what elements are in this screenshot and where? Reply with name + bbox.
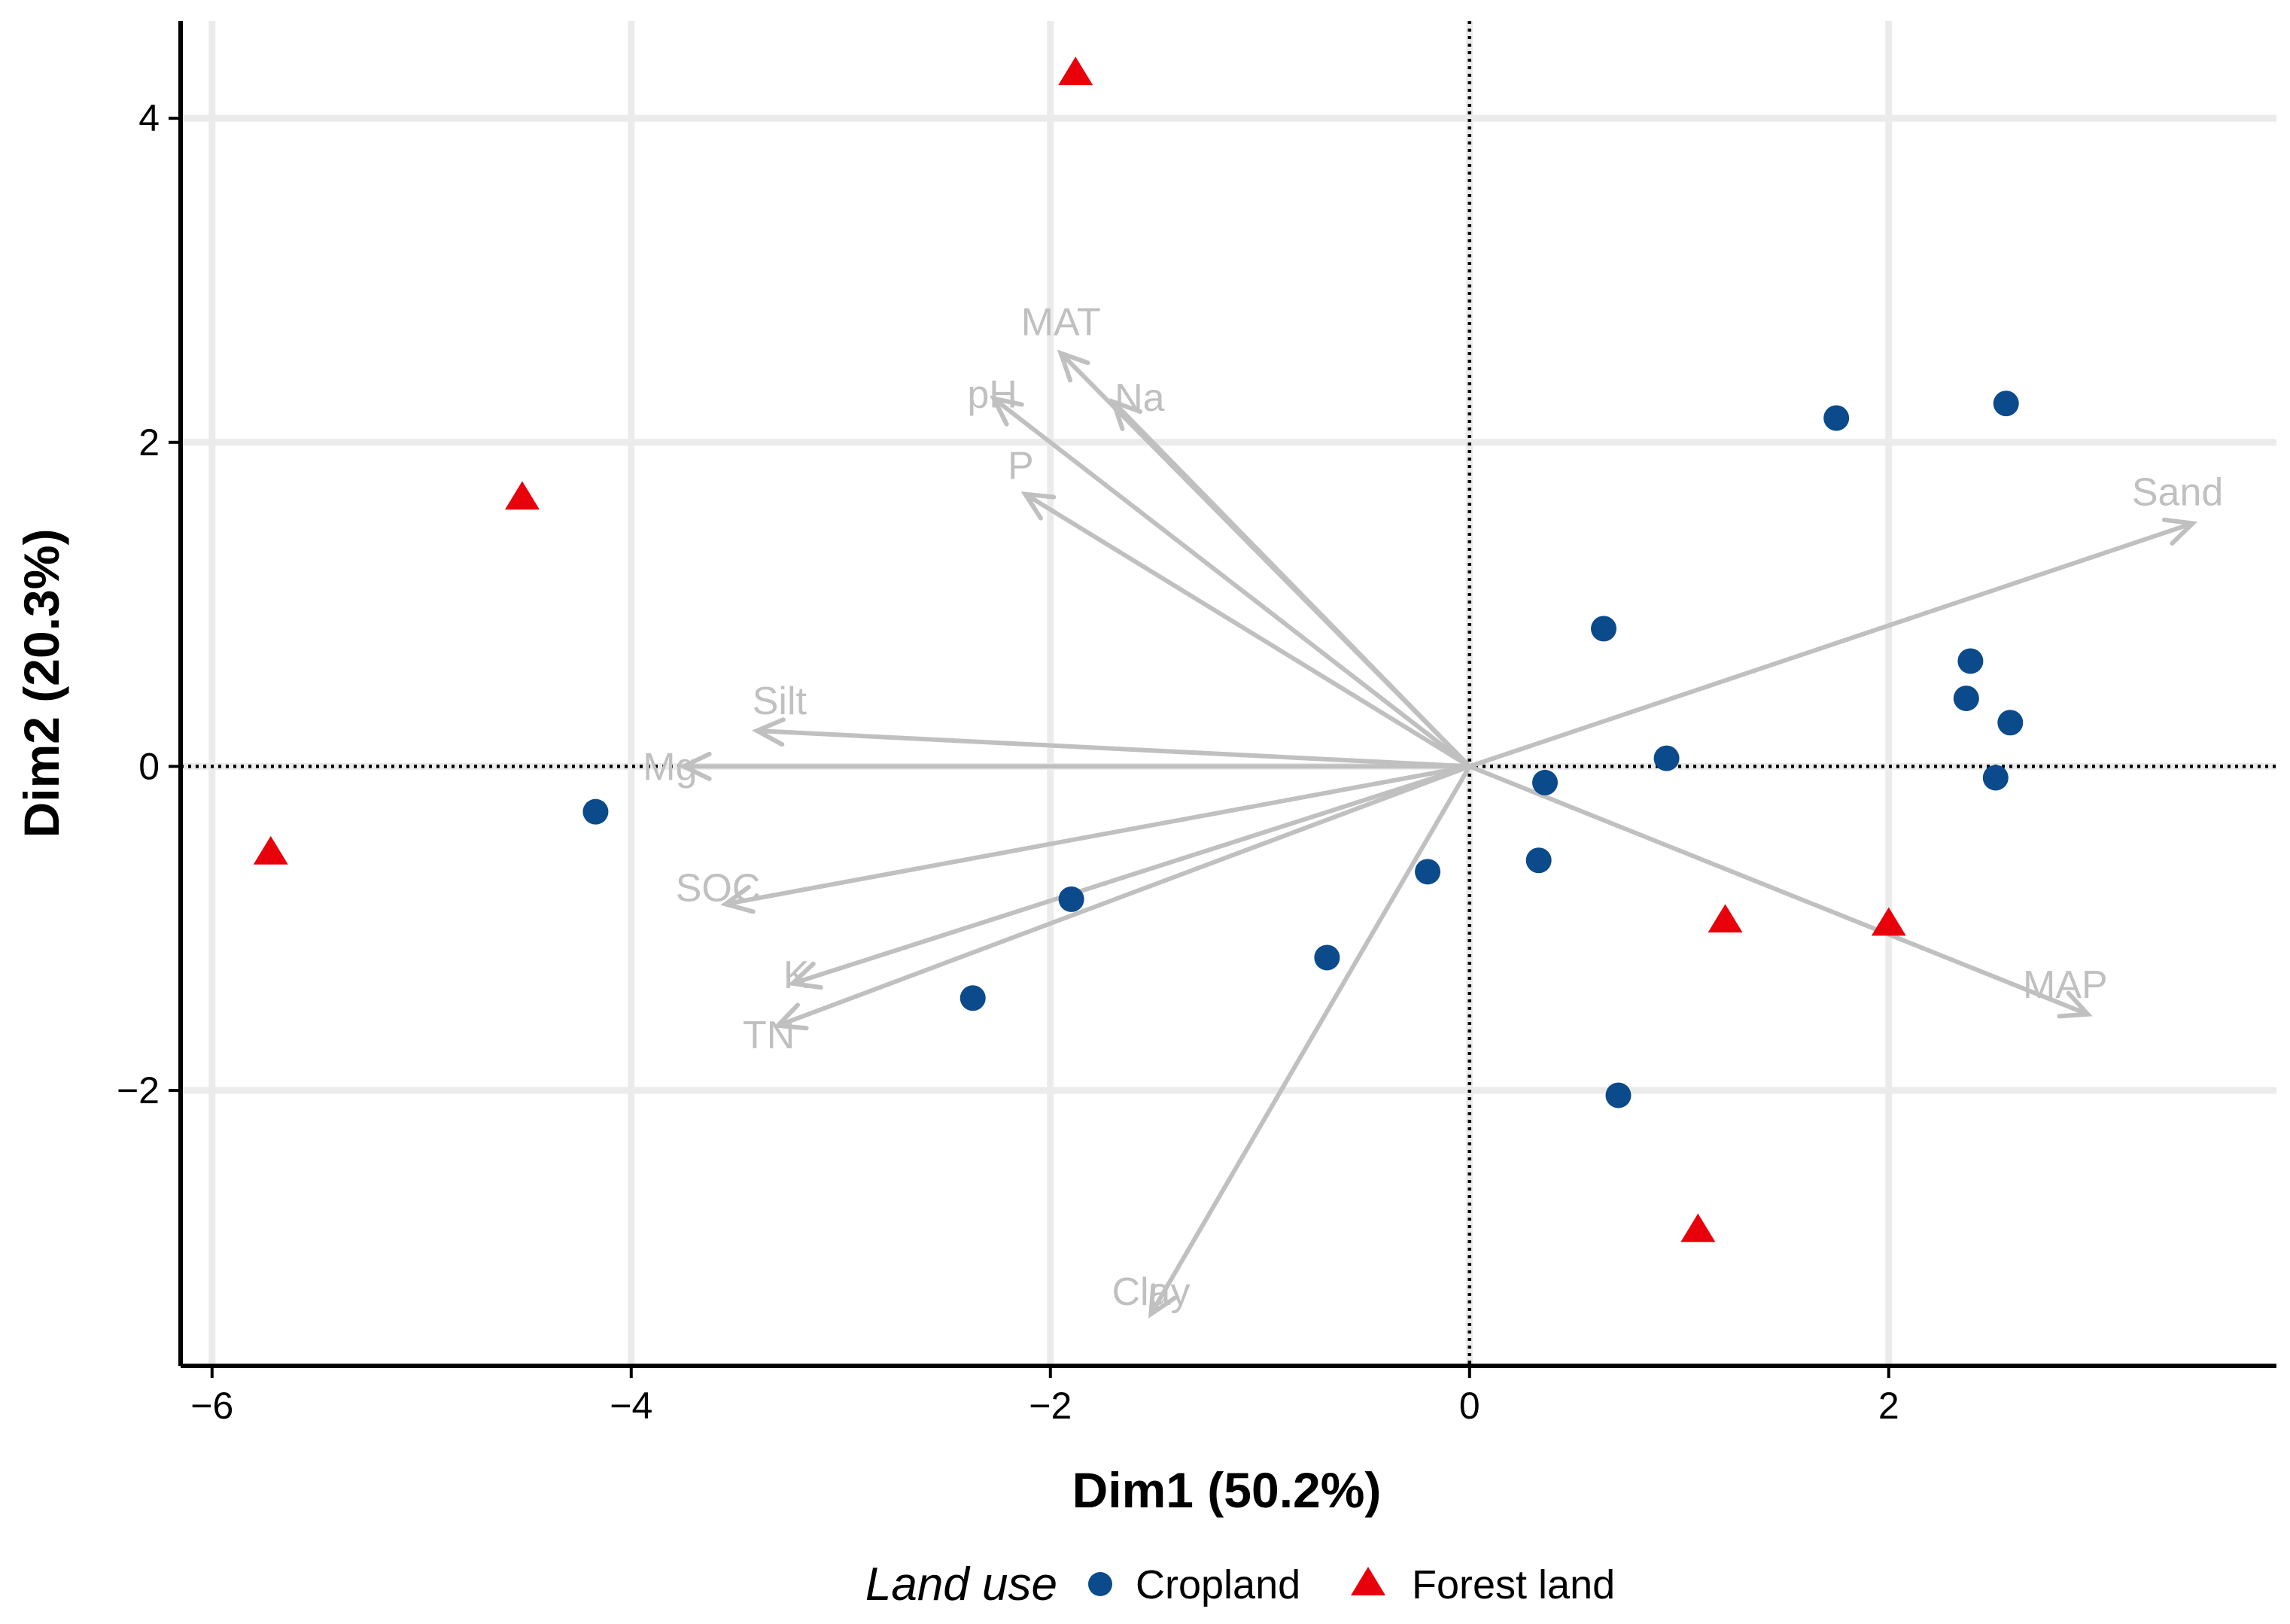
vector-arrowhead-mat (1057, 349, 1090, 383)
vector-label-map: MAP (2023, 963, 2108, 1007)
vector-label-mat: MAT (1021, 300, 1101, 344)
x-axis-title: Dim1 (50.2%) (1072, 1462, 1382, 1518)
axes: −6 −4 −2 0 2 −2 0 2 4 (117, 21, 2276, 1427)
forest-land-point (1680, 1213, 1716, 1242)
x-tick-label: 2 (1878, 1385, 1899, 1427)
cropland-point (1823, 405, 1850, 431)
cropland-point (1525, 847, 1552, 874)
vector-label-soc: SOC (676, 866, 761, 910)
cropland-point (959, 985, 986, 1011)
vector-tn (777, 764, 1470, 1028)
vector-arrowhead-clay (1148, 1283, 1177, 1319)
vector-clay (1148, 765, 1472, 1315)
forest-land-point (253, 835, 288, 865)
vector-k (792, 764, 1470, 986)
data-points (253, 56, 2024, 1242)
vector-label-ph: pH (967, 373, 1017, 417)
x-tick-label: 0 (1459, 1385, 1480, 1427)
vector-arrowhead-soc (720, 884, 756, 914)
variable-vectors (678, 349, 2198, 1319)
vector-silt (756, 728, 1470, 769)
x-tick-label: −4 (610, 1385, 652, 1427)
cropland-point (1957, 648, 1984, 674)
vector-label-silt: Silt (753, 680, 807, 723)
cropland-point (1591, 616, 1617, 642)
forest-land-point (1058, 56, 1093, 86)
vector-arrowhead-na (1109, 398, 1143, 431)
cropland-point (1997, 710, 2024, 736)
legend-cropland-marker (1088, 1572, 1112, 1596)
x-tick-label: −2 (1029, 1385, 1072, 1427)
vector-arrowhead-silt (751, 717, 786, 747)
vector-label-sand: Sand (2132, 470, 2223, 514)
y-tick-label: 4 (138, 97, 160, 139)
vector-label-clay: Clay (1112, 1270, 1190, 1314)
y-tick-label: 0 (138, 745, 160, 787)
vector-map (1468, 764, 2089, 1017)
vector-label-na: Na (1115, 376, 1165, 420)
vector-label-k: K (783, 953, 810, 997)
cropland-point (1415, 859, 1441, 885)
legend-cropland-label: Cropland (1136, 1562, 1300, 1607)
vector-p (1023, 492, 1471, 768)
vector-label-tn: TN (743, 1014, 795, 1057)
y-tick-label: −2 (117, 1069, 160, 1112)
cropland-point (582, 798, 609, 825)
cropland-point (1314, 944, 1340, 971)
variable-vector-labels: MAT Na pH P Sand Silt Mg SOC K TN MAP Clay (643, 300, 2223, 1314)
vector-arrowhead-k (787, 961, 823, 990)
legend-forest-marker (1351, 1567, 1385, 1595)
vector-arrowhead-mg (678, 751, 712, 781)
legend-forest-label: Forest land (1412, 1562, 1615, 1607)
cropland-point (1993, 391, 2019, 417)
cropland-point (1982, 765, 2009, 791)
vector-label-mg: Mg (643, 745, 697, 789)
vector-arrowhead-sand (2161, 517, 2198, 546)
forest-land-point (1708, 904, 1743, 933)
forest-land-point (504, 481, 540, 510)
vector-arrowhead-map (2057, 990, 2093, 1019)
x-tick-label: −6 (190, 1385, 233, 1427)
cropland-point (1953, 685, 1979, 711)
cropland-point (1653, 745, 1680, 771)
vector-arrowhead-p (1020, 491, 1057, 521)
vector-arrowhead-ph (990, 395, 1024, 427)
y-tick-label: 2 (138, 421, 160, 464)
cropland-point (1605, 1082, 1632, 1109)
vector-sand (1468, 521, 2194, 769)
vector-arrowhead-tn (773, 1002, 809, 1031)
vector-na (1112, 400, 1471, 768)
cropland-point (1532, 769, 1559, 795)
cropland-point (1058, 886, 1084, 912)
vector-soc (725, 764, 1470, 907)
vector-ph (992, 397, 1471, 768)
vector-label-p: P (1008, 445, 1034, 488)
forest-land-point (1871, 907, 1906, 936)
legend-title: Land use (865, 1559, 1057, 1610)
legend: Land use Cropland Forest land (865, 1559, 1615, 1610)
y-axis-title: Dim2 (20.3%) (14, 529, 69, 838)
